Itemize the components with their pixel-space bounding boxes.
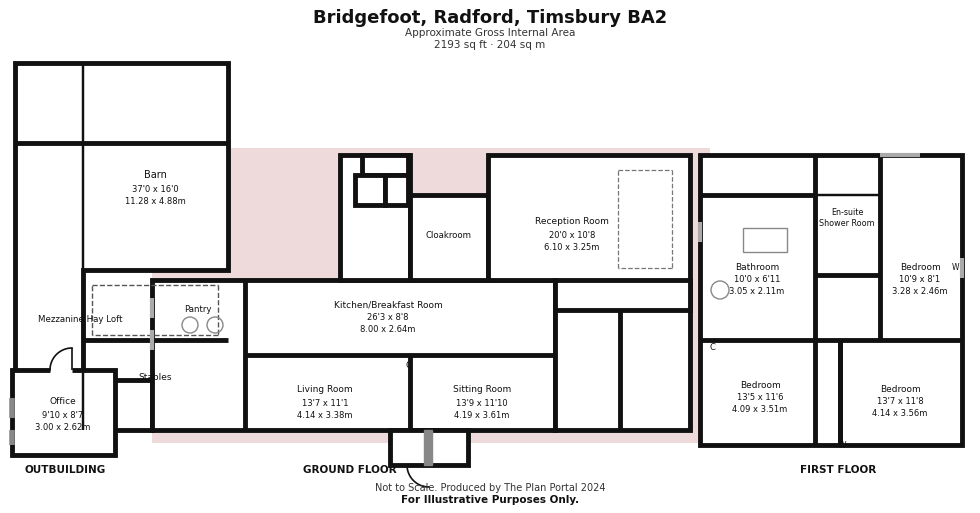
- Polygon shape: [488, 155, 690, 310]
- Text: 4.09 x 3.51m: 4.09 x 3.51m: [732, 404, 788, 413]
- Text: 13'5 x 11'6: 13'5 x 11'6: [737, 392, 783, 402]
- Text: C: C: [405, 361, 411, 369]
- Text: 13'9 x 11'10: 13'9 x 11'10: [456, 399, 508, 407]
- Text: 6.10 x 3.25m: 6.10 x 3.25m: [544, 244, 600, 252]
- Text: Bedroom: Bedroom: [880, 385, 920, 394]
- Text: Mezzanine Hay Loft: Mezzanine Hay Loft: [38, 315, 122, 325]
- Text: 10'0 x 6'11: 10'0 x 6'11: [734, 275, 780, 285]
- Text: 20'0 x 10'8: 20'0 x 10'8: [549, 230, 595, 240]
- Text: C: C: [710, 344, 715, 352]
- Polygon shape: [385, 175, 408, 205]
- Text: W: W: [838, 441, 846, 449]
- Text: 4.14 x 3.38m: 4.14 x 3.38m: [297, 411, 353, 421]
- Bar: [152, 148, 710, 443]
- Text: 4.14 x 3.56m: 4.14 x 3.56m: [872, 409, 928, 419]
- Polygon shape: [700, 155, 962, 445]
- Text: Bedroom: Bedroom: [740, 381, 780, 389]
- Text: W: W: [952, 264, 958, 272]
- Text: 9'10 x 8'7: 9'10 x 8'7: [42, 410, 83, 420]
- Text: 37'0 x 16'0: 37'0 x 16'0: [131, 186, 178, 194]
- Text: 3.05 x 2.11m: 3.05 x 2.11m: [729, 287, 785, 297]
- Polygon shape: [390, 430, 468, 465]
- Polygon shape: [83, 380, 152, 430]
- Text: 13'7 x 11'8: 13'7 x 11'8: [877, 398, 923, 406]
- Polygon shape: [340, 155, 410, 280]
- Text: Pantry: Pantry: [184, 306, 212, 314]
- Text: Bedroom: Bedroom: [900, 264, 941, 272]
- Text: 8.00 x 2.64m: 8.00 x 2.64m: [361, 326, 416, 334]
- Polygon shape: [152, 280, 555, 430]
- Text: 13'7 x 11'1: 13'7 x 11'1: [302, 399, 348, 407]
- Text: Sitting Room: Sitting Room: [453, 385, 512, 394]
- Text: 4.19 x 3.61m: 4.19 x 3.61m: [455, 411, 510, 421]
- Text: 11.28 x 4.88m: 11.28 x 4.88m: [124, 198, 185, 207]
- Text: Reception Room: Reception Room: [535, 218, 609, 227]
- Text: Barn: Barn: [143, 170, 167, 180]
- Polygon shape: [355, 175, 385, 205]
- Text: Not to Scale. Produced by The Plan Portal 2024: Not to Scale. Produced by The Plan Porta…: [374, 483, 606, 493]
- Polygon shape: [410, 195, 488, 280]
- Bar: [424, 430, 432, 465]
- Text: Bridgefoot, Radford, Timsbury BA2: Bridgefoot, Radford, Timsbury BA2: [313, 9, 667, 27]
- Polygon shape: [362, 155, 408, 175]
- Text: For Illustrative Purposes Only.: For Illustrative Purposes Only.: [401, 495, 579, 505]
- Text: 3.28 x 2.46m: 3.28 x 2.46m: [892, 287, 948, 297]
- Text: 3.00 x 2.62m: 3.00 x 2.62m: [35, 423, 91, 431]
- Text: Cloakroom: Cloakroom: [425, 230, 471, 240]
- Text: Office: Office: [50, 398, 76, 406]
- Polygon shape: [15, 63, 228, 430]
- Text: GROUND FLOOR: GROUND FLOOR: [303, 465, 397, 475]
- Text: 2193 sq ft · 204 sq m: 2193 sq ft · 204 sq m: [434, 40, 546, 50]
- Text: En-suite
Shower Room: En-suite Shower Room: [819, 208, 875, 228]
- Text: Approximate Gross Internal Area: Approximate Gross Internal Area: [405, 28, 575, 38]
- Text: Kitchen/Breakfast Room: Kitchen/Breakfast Room: [333, 301, 442, 309]
- Text: Living Room: Living Room: [297, 385, 353, 394]
- Text: OUTBUILDING: OUTBUILDING: [24, 465, 106, 475]
- Text: 26'3 x 8'8: 26'3 x 8'8: [368, 313, 409, 323]
- Bar: [743, 228, 787, 252]
- Polygon shape: [555, 280, 690, 430]
- Text: Stables: Stables: [138, 373, 171, 383]
- Polygon shape: [12, 370, 115, 455]
- Text: FIRST FLOOR: FIRST FLOOR: [800, 465, 876, 475]
- Text: Bathroom: Bathroom: [735, 264, 779, 272]
- Text: CHARTERED SURVEYORS & PROPERTY AGENTS: CHARTERED SURVEYORS & PROPERTY AGENTS: [257, 304, 583, 317]
- Text: 10'9 x 8'1: 10'9 x 8'1: [900, 275, 941, 285]
